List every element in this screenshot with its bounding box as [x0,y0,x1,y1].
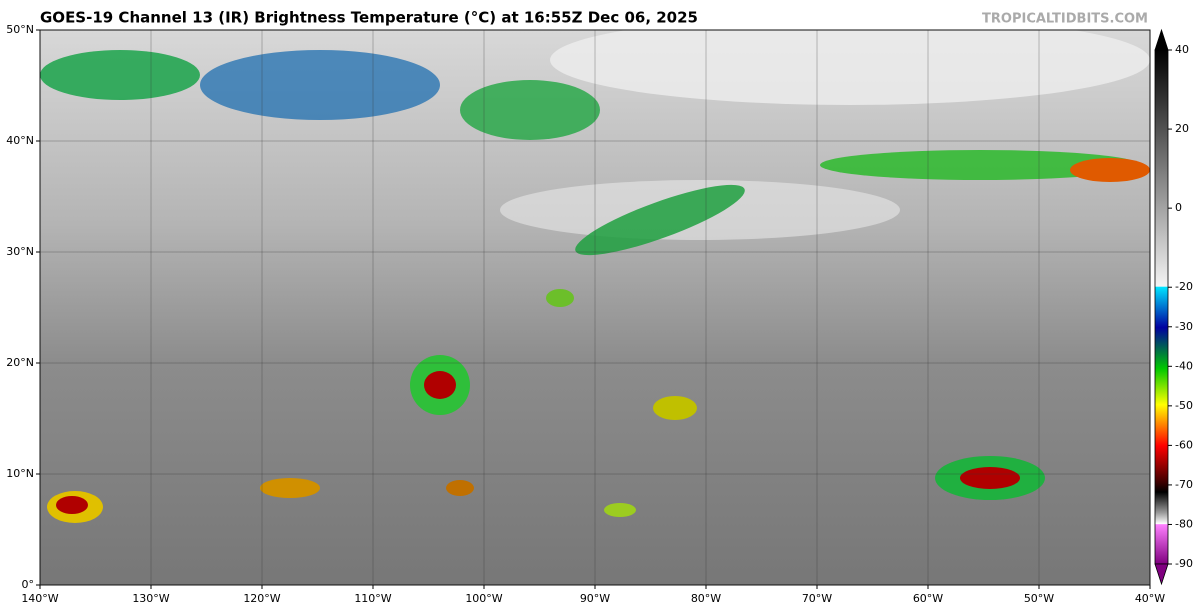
lon-label: 100°W [465,592,502,605]
lat-label: 30°N [6,245,34,258]
lon-label: 60°W [913,592,943,605]
colorbar-label: -80 [1175,517,1193,530]
lon-label: 110°W [354,592,391,605]
lon-label: 40°W [1135,592,1165,605]
lat-label: 10°N [6,467,34,480]
lat-label: 20°N [6,356,34,369]
lon-label: 90°W [580,592,610,605]
colorbar-label: -30 [1175,320,1193,333]
credit: TROPICALTIDBITS.COM [982,12,1148,27]
lon-label: 70°W [802,592,832,605]
lon-label: 130°W [132,592,169,605]
lon-label: 50°W [1024,592,1054,605]
lat-label: 50°N [6,23,34,36]
lon-label: 120°W [243,592,280,605]
colorbar-label: 20 [1175,122,1189,135]
colorbar-label: -70 [1175,478,1193,491]
lat-label: 40°N [6,134,34,147]
colorbar-arrow [1154,563,1169,586]
lon-label: 140°W [21,592,58,605]
colorbar-label: 0 [1175,201,1182,214]
colorbar-label: 40 [1175,43,1189,56]
colorbar-label: -60 [1175,438,1193,451]
colorbar-label: -90 [1175,557,1193,570]
lon-label: 80°W [691,592,721,605]
colorbar-label: -40 [1175,359,1193,372]
colorbar-label: -50 [1175,399,1193,412]
title: GOES-19 Channel 13 (IR) Brightness Tempe… [40,9,698,27]
colorbar [1154,49,1169,565]
colorbar-arrow [1154,28,1169,51]
lat-label: 0° [22,578,35,591]
colorbar-label: -20 [1175,280,1193,293]
